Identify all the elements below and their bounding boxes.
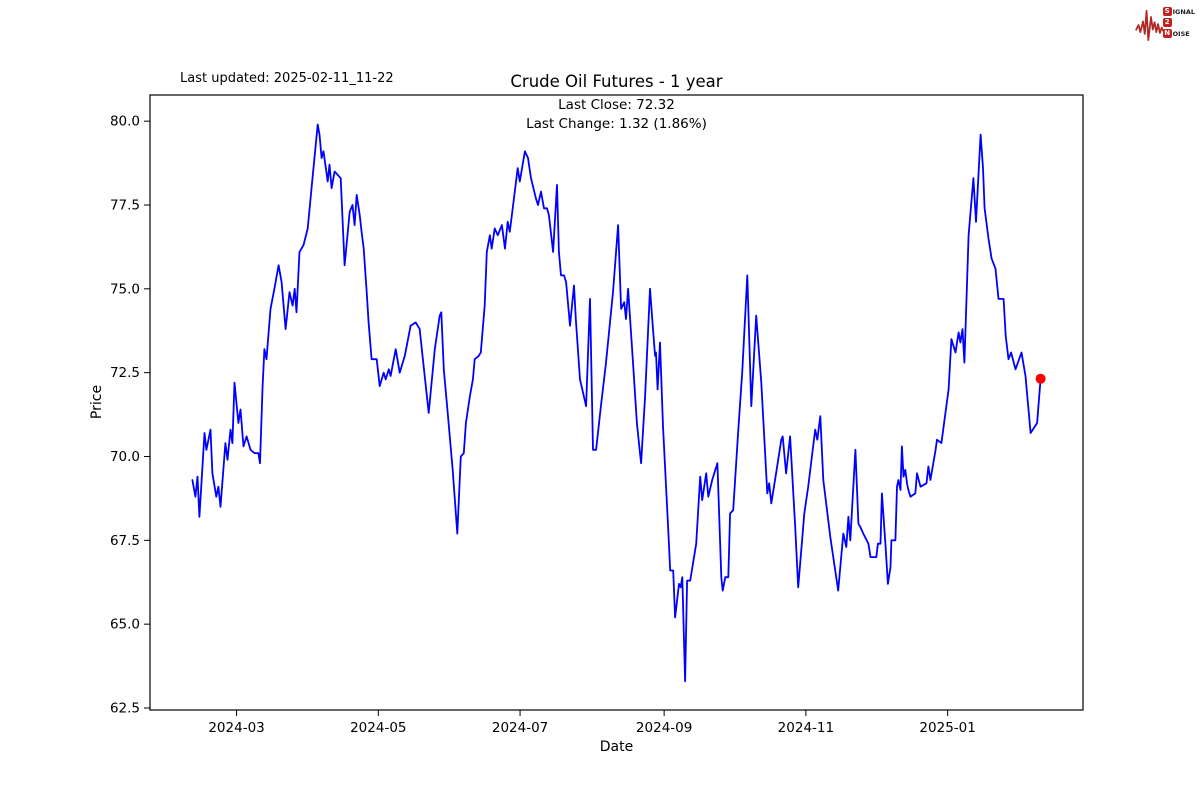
- x-tick-label: 2024-03: [208, 720, 264, 736]
- x-tick-label: 2025-01: [919, 720, 975, 736]
- y-tick-label: 70.0: [110, 449, 140, 465]
- last-change-label: Last Change: 1.32 (1.86%): [526, 116, 707, 132]
- chart-title: Crude Oil Futures - 1 year: [510, 72, 723, 91]
- x-axis-label: Date: [599, 739, 634, 755]
- y-tick-label: 67.5: [110, 533, 140, 549]
- chart-line: [191, 123, 1042, 683]
- y-tick-label: 65.0: [110, 617, 140, 633]
- logo-n-badge: N: [1162, 29, 1172, 38]
- y-axis-label: Price: [89, 384, 105, 420]
- plot-border: [149, 94, 1084, 711]
- logo-text-noise: N OISE: [1162, 29, 1190, 38]
- last-updated-label: Last updated: 2025-02-11_11-22: [180, 71, 394, 86]
- x-tick-label: 2024-07: [492, 720, 548, 736]
- last-close-label: Last Close: 72.32: [558, 97, 675, 113]
- y-tick-label: 75.0: [110, 281, 140, 297]
- y-tick-label: 62.5: [110, 700, 140, 716]
- x-tick-label: 2024-09: [636, 720, 692, 736]
- logo-text: S IGNAL 2 N OISE: [1162, 6, 1195, 39]
- app-logo: S IGNAL 2 N OISE: [1134, 3, 1195, 45]
- last-price-marker: [1035, 373, 1046, 384]
- y-tick-label: 77.5: [110, 197, 140, 213]
- logo-text-2: 2: [1162, 17, 1195, 28]
- y-tick-label: 80.0: [110, 114, 140, 130]
- y-tick-label: 72.5: [110, 365, 140, 381]
- x-tick-label: 2024-05: [350, 720, 406, 736]
- x-tick-label: 2024-11: [778, 720, 834, 736]
- logo-2-badge: 2: [1162, 18, 1172, 27]
- logo-text-signal: S IGNAL: [1162, 7, 1195, 16]
- logo-s-badge: S: [1162, 7, 1172, 16]
